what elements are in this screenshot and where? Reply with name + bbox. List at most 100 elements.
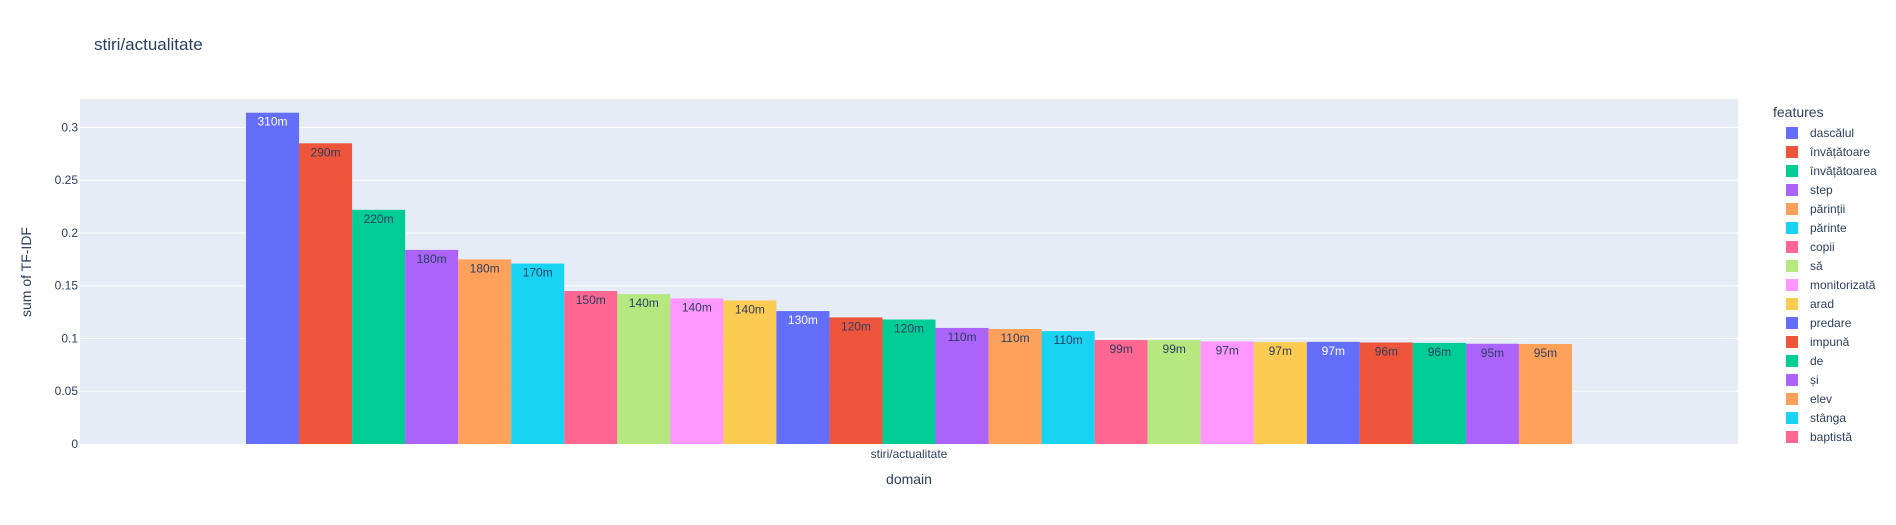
bar[interactable] — [776, 311, 830, 444]
legend-item[interactable]: predare — [1786, 316, 1852, 330]
legend-item[interactable]: învățătoare — [1786, 145, 1870, 159]
bar-data-label: 310m — [258, 115, 288, 129]
legend-swatch — [1786, 317, 1798, 329]
legend-swatch — [1786, 298, 1798, 310]
bar[interactable] — [1147, 340, 1201, 444]
bar-data-label: 96m — [1375, 345, 1398, 359]
bar[interactable] — [829, 317, 883, 444]
legend-label: impună — [1810, 335, 1850, 349]
bar[interactable] — [246, 112, 300, 444]
legend-item[interactable]: step — [1786, 183, 1833, 197]
legend-label: dascălul — [1810, 126, 1854, 140]
bar-data-label: 96m — [1428, 345, 1451, 359]
bar-data-label: 290m — [311, 145, 341, 159]
bar[interactable] — [1518, 343, 1572, 444]
legend-label: învățătoare — [1809, 145, 1870, 159]
y-tick-label: 0.1 — [61, 331, 78, 345]
legend-label: părinții — [1810, 202, 1845, 216]
bar[interactable] — [935, 327, 989, 444]
bar[interactable] — [352, 209, 406, 444]
legend-item[interactable]: arad — [1786, 297, 1834, 311]
legend-swatch — [1786, 146, 1798, 158]
legend-item[interactable]: părinte — [1786, 221, 1847, 235]
bar[interactable] — [1041, 331, 1095, 444]
bar-data-label: 110m — [1054, 333, 1083, 347]
bar[interactable] — [511, 263, 565, 444]
legend-swatch — [1786, 412, 1798, 424]
bar-data-label: 140m — [735, 303, 765, 317]
legend-swatch — [1786, 165, 1798, 177]
bar[interactable] — [1094, 340, 1148, 444]
bar-data-label: 97m — [1269, 344, 1292, 358]
bar[interactable] — [1200, 341, 1254, 444]
chart-title: stiri/actualitate — [94, 35, 203, 54]
legend-label: să — [1810, 259, 1823, 273]
legend-items[interactable]: dascălul învățătoare învățătoarea step părin… — [1786, 126, 1877, 444]
legend-item[interactable]: părinții — [1786, 202, 1845, 216]
bar-data-label: 140m — [682, 300, 712, 314]
bar[interactable] — [670, 298, 724, 444]
bar[interactable] — [458, 259, 512, 444]
legend-label: copii — [1810, 240, 1835, 254]
bar-labels: 310m 290m 220m 180m 180m 170m 150m 140m 140m 140m… — [258, 115, 1558, 360]
legend-swatch — [1786, 393, 1798, 405]
legend-item[interactable]: baptistă — [1786, 430, 1852, 444]
bar[interactable] — [1465, 343, 1519, 444]
legend-label: învățătoarea — [1809, 164, 1877, 178]
y-axis-title: sum of TF-IDF — [18, 227, 34, 317]
bar[interactable] — [1359, 342, 1413, 444]
legend-swatch — [1786, 355, 1798, 367]
legend-item[interactable]: și — [1786, 373, 1819, 387]
legend-item[interactable]: de — [1786, 354, 1824, 368]
bar-data-label: 97m — [1216, 343, 1239, 357]
bar[interactable] — [723, 300, 777, 444]
bar[interactable] — [882, 319, 936, 444]
bar-data-label: 95m — [1534, 346, 1557, 360]
legend-swatch — [1786, 279, 1798, 291]
bar[interactable] — [617, 294, 671, 444]
bar-data-label: 110m — [1001, 331, 1030, 345]
x-tick-label: stiri/actualitate — [871, 447, 948, 461]
y-tick-label: 0.05 — [55, 384, 79, 398]
legend-item[interactable]: învățătoarea — [1786, 164, 1877, 178]
legend-label: step — [1810, 183, 1833, 197]
legend-item[interactable]: elev — [1786, 392, 1832, 406]
legend-item[interactable]: să — [1786, 259, 1823, 273]
bar[interactable] — [299, 143, 353, 444]
legend-label: de — [1810, 354, 1824, 368]
legend-label: elev — [1810, 392, 1832, 406]
legend-item[interactable]: copii — [1786, 240, 1835, 254]
bar-data-label: 130m — [788, 313, 818, 327]
bars — [246, 112, 1572, 444]
legend-label: părinte — [1810, 221, 1847, 235]
legend-item[interactable]: stânga — [1786, 411, 1846, 425]
bar[interactable] — [405, 249, 459, 444]
bar[interactable] — [564, 291, 618, 444]
bar[interactable] — [1412, 342, 1466, 444]
bar[interactable] — [1253, 342, 1307, 444]
bar[interactable] — [1306, 341, 1360, 444]
y-tick-label: 0.25 — [55, 173, 79, 187]
bar[interactable] — [988, 329, 1042, 444]
bar-data-label: 120m — [841, 319, 871, 333]
legend-swatch — [1786, 203, 1798, 215]
legend-swatch — [1786, 260, 1798, 272]
bar-data-label: 97m — [1322, 344, 1345, 358]
bar-data-label: 110m — [947, 330, 976, 344]
bar-data-label: 99m — [1109, 342, 1132, 356]
legend-item[interactable]: impună — [1786, 335, 1850, 349]
bar-data-label: 150m — [576, 293, 606, 307]
y-tick-label: 0.2 — [61, 226, 78, 240]
legend-title: features — [1773, 104, 1824, 120]
x-axis-ticks: stiri/actualitate — [871, 447, 948, 461]
legend-item[interactable]: dascălul — [1786, 126, 1854, 140]
legend-swatch — [1786, 222, 1798, 234]
legend-label: și — [1810, 373, 1819, 387]
legend-item[interactable]: monitorizată — [1786, 278, 1876, 292]
legend[interactable]: features dascălul învățătoare învățătoarea… — [1773, 104, 1877, 444]
legend-label: stânga — [1810, 411, 1846, 425]
legend-swatch — [1786, 336, 1798, 348]
y-tick-label: 0.15 — [55, 279, 79, 293]
bar-data-label: 140m — [629, 296, 659, 310]
